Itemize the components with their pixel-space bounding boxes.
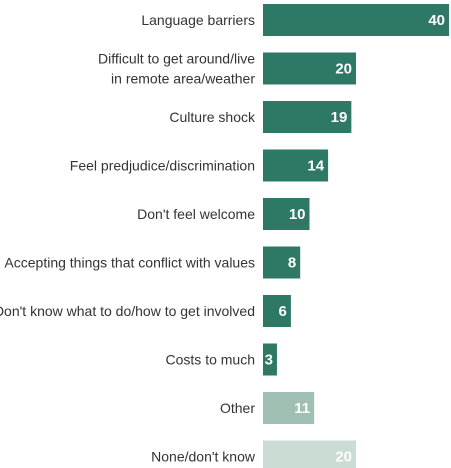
category-label-line: in remote area/weather — [111, 71, 255, 87]
bar-9 — [263, 440, 356, 468]
bar-3 — [263, 149, 329, 182]
bar-6 — [263, 295, 291, 327]
value-label-3: 14 — [307, 158, 324, 175]
category-label-line: Language barriers — [141, 12, 255, 28]
value-label-4: 10 — [289, 206, 306, 223]
category-label-line: Feel predjudice/discrimination — [70, 158, 255, 174]
category-label-5: Accepting things that conflict with valu… — [4, 255, 255, 271]
category-label-6: Don't know what to do/how to get involve… — [0, 303, 255, 319]
category-label-line: Difficult to get around/live — [98, 51, 255, 67]
category-label-2: Culture shock — [169, 109, 256, 125]
bar-1 — [263, 52, 356, 85]
category-label-line: Don't know what to do/how to get involve… — [0, 303, 255, 319]
category-label-line: Costs to much — [166, 352, 255, 368]
category-label-line: Other — [220, 400, 255, 416]
category-label-1: Difficult to get around/live in remote ar… — [98, 51, 255, 87]
category-label-0: Language barriers — [141, 12, 255, 28]
category-label-line: Don't feel welcome — [137, 206, 255, 222]
category-label-line: Accepting things that conflict with valu… — [4, 255, 255, 271]
bar-0 — [263, 4, 449, 36]
category-label-3: Feel predjudice/discrimination — [70, 158, 255, 174]
category-label-line: Culture shock — [169, 109, 256, 125]
value-label-7: 3 — [265, 352, 273, 369]
value-label-8: 11 — [294, 400, 310, 417]
value-label-1: 20 — [335, 61, 352, 78]
category-label-4: Don't feel welcome — [137, 206, 255, 222]
value-label-6: 6 — [279, 303, 287, 320]
bar-7 — [263, 343, 277, 376]
value-label-5: 8 — [288, 255, 296, 272]
value-label-0: 40 — [428, 12, 445, 29]
category-label-9: None/don't know — [151, 449, 256, 465]
bar-4 — [263, 198, 310, 230]
category-label-7: Costs to much — [166, 352, 255, 368]
value-label-9: 20 — [335, 449, 352, 466]
bar-2 — [263, 101, 352, 133]
value-label-2: 19 — [331, 109, 348, 126]
category-label-8: Other — [220, 400, 255, 416]
bar-5 — [263, 246, 301, 279]
category-label-line: None/don't know — [151, 449, 256, 465]
bar-8 — [263, 392, 315, 424]
